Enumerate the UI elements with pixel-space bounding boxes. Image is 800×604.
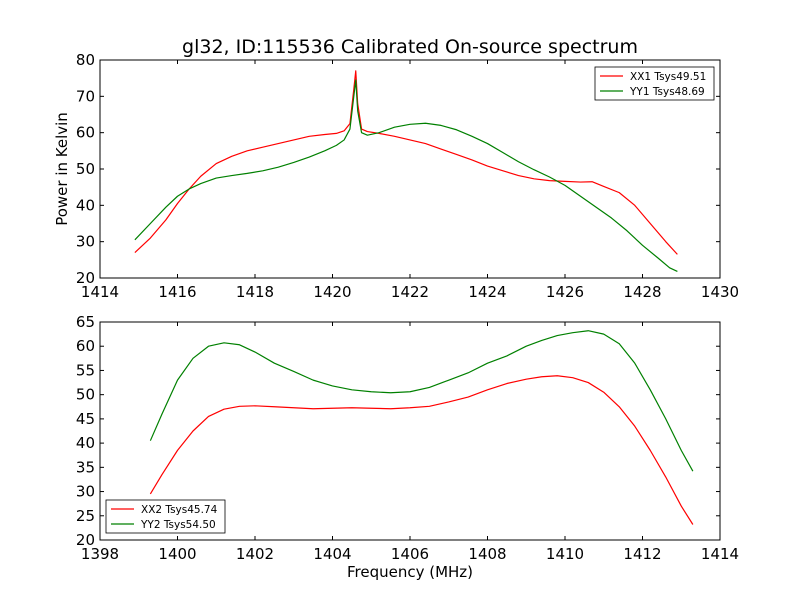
y-tick-label: 45: [76, 410, 95, 428]
x-tick-label: 1426: [546, 283, 584, 301]
y-tick-label: 50: [76, 160, 95, 178]
y-tick-label: 60: [76, 337, 95, 355]
series-line-2-1: [149, 375, 694, 525]
x-tick-label: 1428: [623, 283, 661, 301]
x-tick-label: 1424: [468, 283, 506, 301]
y-tick-label: 30: [76, 233, 95, 251]
x-axis-label: Frequency (MHz): [347, 563, 473, 581]
bottom-plot: 1398 1400 1402 1404 1406 1408 1410 1412 1414 20 25…: [76, 313, 739, 563]
y-tick-label: 40: [76, 434, 95, 452]
series-line-2-2: [149, 330, 694, 472]
legend-label: XX1 Tsys49.51: [630, 71, 706, 83]
y-tick-label: 20: [76, 531, 95, 549]
x-tick-label: 1408: [468, 545, 506, 563]
y-axis-label: Power in Kelvin: [53, 112, 71, 226]
chart-title: gl32, ID:115536 Calibrated On-source spe…: [182, 36, 638, 58]
x-tick-label: 1420: [313, 283, 351, 301]
x-tick-label: 1418: [236, 283, 274, 301]
legend-label: YY1 Tsys48.69: [629, 86, 705, 98]
y-tick-label: 65: [76, 313, 95, 331]
legend-label: YY2 Tsys54.50: [140, 519, 216, 531]
x-tick-label: 1400: [158, 545, 196, 563]
x-tick-label: 1430: [701, 283, 739, 301]
y-tick-label: 50: [76, 386, 95, 404]
legend: XX2 Tsys45.74 YY2 Tsys54.50: [105, 499, 226, 534]
y-tick-label: 30: [76, 483, 95, 501]
y-tick-label: 25: [76, 507, 95, 525]
x-tick-label: 1414: [701, 545, 739, 563]
y-tick-label: 35: [76, 458, 95, 476]
x-tick-label: 1406: [391, 545, 429, 563]
y-tick-label: 20: [76, 269, 95, 287]
x-tick-label: 1404: [313, 545, 351, 563]
y-tick-label: 60: [76, 124, 95, 142]
series-line-1-2: [134, 79, 678, 273]
legend-box: [105, 499, 226, 534]
x-tick-label: 1402: [236, 545, 274, 563]
x-tick-label: 1416: [158, 283, 196, 301]
legend-label: XX2 Tsys45.74: [141, 504, 218, 516]
y-tick-label: 55: [76, 361, 95, 379]
x-tick-label: 1414: [81, 283, 119, 301]
x-tick-label: 1422: [391, 283, 429, 301]
series-line-1-1: [134, 70, 678, 255]
legend-box: [594, 66, 715, 101]
y-tick-label: 70: [76, 87, 95, 105]
x-tick-label: 1412: [623, 545, 661, 563]
y-tick-label: 40: [76, 196, 95, 214]
legend: XX1 Tsys49.51 YY1 Tsys48.69: [594, 66, 715, 101]
y-tick-label: 80: [76, 51, 95, 69]
top-plot: 1414 1416 1418 1420 1422 1424 1426 1428 1430 20 30…: [76, 51, 739, 301]
x-tick-label: 1410: [546, 545, 584, 563]
x-tick-label: 1398: [81, 545, 119, 563]
